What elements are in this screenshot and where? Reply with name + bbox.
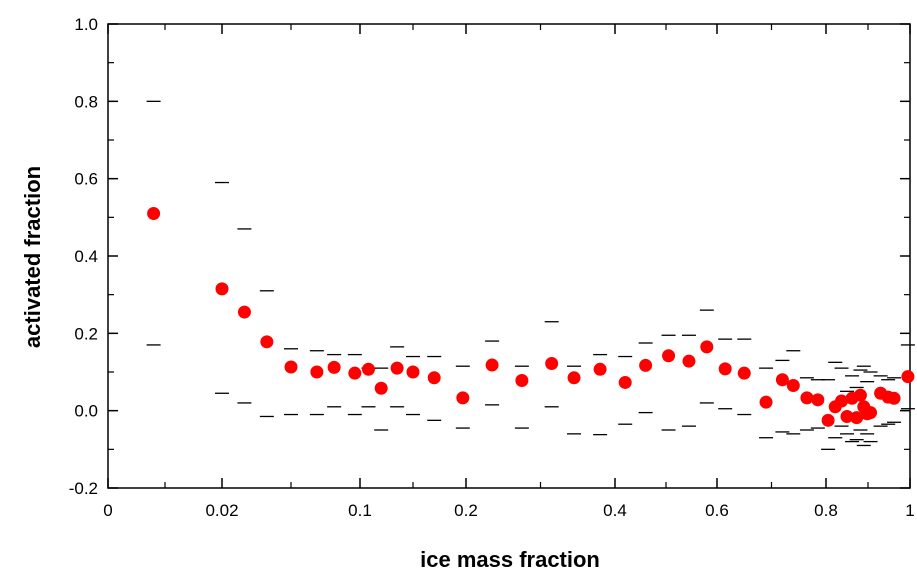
data-point bbox=[840, 409, 854, 423]
data-point bbox=[237, 305, 251, 319]
data-point bbox=[361, 362, 375, 376]
y-tick-label: 0.6 bbox=[74, 170, 98, 189]
data-point bbox=[775, 373, 789, 387]
data-point bbox=[310, 365, 324, 379]
data-point bbox=[390, 361, 404, 375]
data-point bbox=[786, 379, 800, 393]
y-axis-title: activated fraction bbox=[20, 166, 45, 348]
x-tick-label: 0.4 bbox=[603, 501, 627, 520]
data-point bbox=[456, 391, 470, 405]
data-point bbox=[545, 356, 559, 370]
data-point bbox=[800, 391, 814, 405]
data-point bbox=[639, 358, 653, 372]
data-point bbox=[374, 381, 388, 395]
y-tick-label: 0.2 bbox=[74, 324, 98, 343]
x-tick-label: 0.8 bbox=[814, 501, 838, 520]
data-point bbox=[348, 366, 362, 380]
data-point bbox=[682, 354, 696, 368]
data-point bbox=[811, 393, 825, 407]
data-point bbox=[567, 371, 581, 385]
data-point bbox=[853, 388, 867, 402]
data-point bbox=[406, 365, 420, 379]
error-bars bbox=[146, 100, 915, 450]
data-point bbox=[821, 413, 835, 427]
x-tick-label: 1 bbox=[905, 501, 914, 520]
plot-frame bbox=[107, 23, 911, 489]
data-point bbox=[260, 335, 274, 349]
data-point bbox=[850, 411, 864, 425]
data-point bbox=[835, 394, 849, 408]
data-point bbox=[901, 370, 915, 384]
y-tick-label: 0.8 bbox=[74, 92, 98, 111]
x-tick-label: 0.2 bbox=[454, 501, 478, 520]
data-point bbox=[759, 395, 773, 409]
y-tick-label: 0.0 bbox=[74, 402, 98, 421]
y-tick-label: 0.4 bbox=[74, 247, 98, 266]
data-point bbox=[327, 360, 341, 374]
data-point bbox=[593, 362, 607, 376]
x-axis-title: ice mass fraction bbox=[420, 547, 600, 572]
x-tick-label: 0.6 bbox=[705, 501, 729, 520]
data-point bbox=[284, 360, 298, 374]
data-point bbox=[737, 366, 751, 380]
data-point bbox=[215, 282, 229, 296]
x-tick-label: 0.1 bbox=[348, 501, 372, 520]
data-points bbox=[147, 206, 915, 427]
data-point bbox=[147, 206, 161, 220]
data-point bbox=[864, 406, 878, 420]
x-tick-label: 0.02 bbox=[205, 501, 238, 520]
data-point bbox=[718, 362, 732, 376]
data-point bbox=[618, 375, 632, 389]
data-point bbox=[887, 391, 901, 405]
y-tick-label: -0.2 bbox=[69, 479, 98, 498]
y-tick-label: 1.0 bbox=[74, 15, 98, 34]
x-tick-label: 0 bbox=[103, 501, 112, 520]
data-point bbox=[427, 371, 441, 385]
data-point bbox=[485, 358, 499, 372]
data-point bbox=[700, 340, 714, 354]
data-point bbox=[515, 374, 529, 388]
data-point bbox=[662, 349, 676, 363]
axes: -0.2 0.0 0.2 0.4 0.6 0.8 1.0 0 0.02 0.1 0.2 0.4 0.6 0… bbox=[69, 15, 915, 520]
